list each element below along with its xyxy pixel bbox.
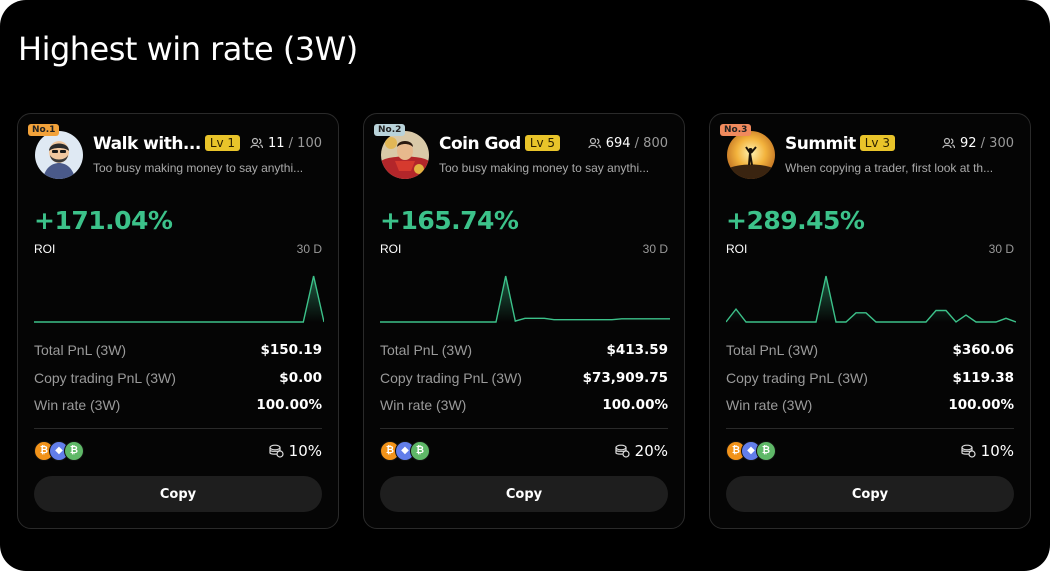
coins-stack-icon bbox=[961, 444, 976, 458]
profit-share: 20% bbox=[615, 442, 668, 460]
sparkline-area bbox=[726, 276, 1016, 322]
period-label: 30 D bbox=[296, 242, 322, 256]
profit-share: 10% bbox=[961, 442, 1014, 460]
roi-label: ROI bbox=[380, 242, 402, 256]
roi-label: ROI bbox=[726, 242, 748, 256]
roi-sparkline bbox=[726, 275, 1016, 323]
period-label: 30 D bbox=[642, 242, 668, 256]
followers-count: 11 / 100 bbox=[250, 136, 322, 151]
users-icon bbox=[942, 137, 956, 149]
trader-card[interactable]: No.2 Coin God Lv 5 694 / 800 Too busy mak… bbox=[363, 113, 685, 529]
sparkline-area bbox=[380, 276, 670, 322]
coins-stack-icon bbox=[615, 444, 630, 458]
coins-stack-icon bbox=[269, 444, 284, 458]
users-icon bbox=[588, 137, 601, 149]
win-rate-row: Win rate (3W) 100.00% bbox=[726, 397, 1014, 413]
copy-button[interactable]: Copy bbox=[726, 476, 1014, 512]
win-rate-value: 100.00% bbox=[256, 397, 322, 413]
level-badge: Lv 1 bbox=[204, 135, 241, 151]
trader-bio: Too busy making money to say anythi... bbox=[93, 161, 304, 175]
users-icon bbox=[250, 137, 264, 149]
copy-pnl-row: Copy trading PnL (3W) $0.00 bbox=[34, 370, 322, 386]
trader-bio: When copying a trader, first look at th.… bbox=[785, 161, 994, 175]
roi-sparkline bbox=[34, 275, 324, 323]
total-pnl-row: Total PnL (3W) $413.59 bbox=[380, 342, 668, 358]
profit-share: 10% bbox=[269, 442, 322, 460]
trader-bio: Too busy making money to say anythi... bbox=[439, 161, 650, 175]
trader-name[interactable]: Walk with... Lv 1 bbox=[93, 134, 241, 154]
avatar[interactable] bbox=[727, 131, 775, 179]
copy-button[interactable]: Copy bbox=[34, 476, 322, 512]
sparkline-line bbox=[380, 275, 670, 323]
copy-pnl-value: $0.00 bbox=[279, 370, 322, 386]
win-rate-row: Win rate (3W) 100.00% bbox=[380, 397, 668, 413]
roi-value: +165.74% bbox=[380, 206, 519, 235]
trader-card[interactable]: No.3 Summit Lv 3 92 / 300 When copying a … bbox=[709, 113, 1031, 529]
copy-button[interactable]: Copy bbox=[380, 476, 668, 512]
bitcoin-cash-icon: ₿ bbox=[410, 441, 430, 461]
roi-label: ROI bbox=[34, 242, 56, 256]
total-pnl-row: Total PnL (3W) $360.06 bbox=[726, 342, 1014, 358]
avatar[interactable] bbox=[381, 131, 429, 179]
followers-count: 694 / 800 bbox=[588, 136, 668, 151]
period-label: 30 D bbox=[988, 242, 1014, 256]
copy-pnl-value: $119.38 bbox=[952, 370, 1015, 386]
divider bbox=[726, 428, 1014, 429]
total-pnl-value: $413.59 bbox=[606, 342, 669, 358]
trader-name[interactable]: Summit Lv 3 bbox=[785, 134, 895, 154]
sparkline-line bbox=[34, 275, 324, 323]
total-pnl-value: $150.19 bbox=[260, 342, 323, 358]
win-rate-value: 100.00% bbox=[602, 397, 668, 413]
level-badge: Lv 3 bbox=[859, 135, 895, 151]
rank-badge: No.3 bbox=[720, 124, 752, 136]
level-badge: Lv 5 bbox=[524, 135, 561, 151]
total-pnl-value: $360.06 bbox=[952, 342, 1015, 358]
trader-name[interactable]: Coin God Lv 5 bbox=[439, 134, 561, 154]
avatar[interactable] bbox=[35, 131, 83, 179]
win-rate-value: 100.00% bbox=[948, 397, 1014, 413]
rank-badge: No.1 bbox=[28, 124, 60, 136]
copy-pnl-row: Copy trading PnL (3W) $73,909.75 bbox=[380, 370, 668, 386]
trader-card[interactable]: No.1 Walk with... Lv 1 11 / 100 Too busy … bbox=[17, 113, 339, 529]
followers-count: 92 / 300 bbox=[942, 136, 1014, 151]
bitcoin-cash-icon: ₿ bbox=[756, 441, 776, 461]
bitcoin-cash-icon: ₿ bbox=[64, 441, 84, 461]
divider bbox=[34, 428, 322, 429]
roi-value: +289.45% bbox=[726, 206, 865, 235]
sparkline-line bbox=[726, 275, 1016, 323]
total-pnl-row: Total PnL (3W) $150.19 bbox=[34, 342, 322, 358]
roi-sparkline bbox=[380, 275, 670, 323]
section-title: Highest win rate (3W) bbox=[18, 30, 358, 68]
roi-value: +171.04% bbox=[34, 206, 173, 235]
copy-pnl-row: Copy trading PnL (3W) $119.38 bbox=[726, 370, 1014, 386]
sparkline-area bbox=[34, 276, 324, 322]
rank-badge: No.2 bbox=[374, 124, 406, 136]
win-rate-row: Win rate (3W) 100.00% bbox=[34, 397, 322, 413]
divider bbox=[380, 428, 668, 429]
copy-pnl-value: $73,909.75 bbox=[582, 370, 668, 386]
